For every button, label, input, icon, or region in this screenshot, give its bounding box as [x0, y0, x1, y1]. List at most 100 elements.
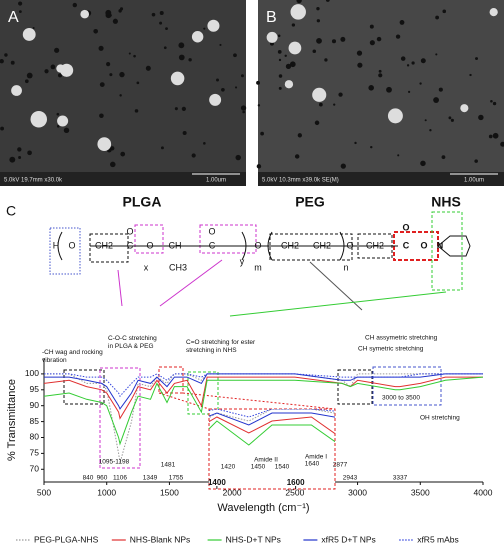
pore — [450, 118, 454, 122]
pore — [492, 101, 497, 106]
annotation: 1755 — [169, 475, 184, 482]
pore — [278, 74, 283, 78]
annotation: 1640 — [305, 461, 320, 468]
atom: CH2 — [313, 240, 331, 250]
pore — [0, 126, 4, 131]
y-tick-label: 70 — [30, 464, 40, 474]
pore — [182, 131, 187, 136]
pore — [17, 147, 22, 152]
pore — [284, 54, 287, 57]
pore — [50, 64, 56, 70]
pore — [151, 12, 156, 17]
sem-scale: 1.00um — [206, 178, 226, 184]
pore — [54, 47, 60, 53]
annotation: 3000 to 3500 — [382, 395, 420, 402]
x-tick-label: 4000 — [474, 487, 493, 497]
inset-line — [209, 420, 335, 446]
atom: CH2 — [366, 240, 384, 250]
pore — [93, 28, 99, 34]
pore — [500, 141, 504, 147]
atom: O — [208, 226, 215, 236]
legend-label: NHS-Blank NPs — [130, 534, 190, 544]
annotation: 840 — [83, 475, 94, 482]
pore — [441, 155, 446, 160]
nanoparticle — [97, 137, 112, 151]
annotation: 2877 — [333, 462, 348, 469]
annotation: 2943 — [343, 475, 358, 482]
pore — [105, 9, 112, 16]
nanoparticle — [460, 104, 469, 113]
annotation: 3337 — [393, 475, 408, 482]
y-tick-label: 75 — [30, 448, 40, 458]
pore — [119, 94, 122, 97]
pore — [357, 62, 363, 68]
pore — [469, 73, 472, 77]
pore — [112, 18, 118, 24]
pore — [289, 61, 296, 68]
pore — [257, 104, 261, 107]
nanoparticle — [290, 4, 306, 20]
pore — [356, 50, 363, 56]
y-tick-label: 80 — [30, 432, 40, 442]
region-box — [99, 367, 141, 469]
legend-label: xfR5 mAbs — [417, 534, 459, 544]
series-line — [44, 373, 483, 410]
pore — [316, 37, 322, 44]
pore — [488, 134, 493, 139]
pore — [56, 125, 60, 128]
annotation: 1420 — [221, 464, 236, 471]
nanoparticle — [209, 93, 222, 106]
annotation: 1349 — [143, 475, 158, 482]
pore — [72, 2, 77, 8]
pore — [408, 90, 411, 93]
series-line — [43, 376, 484, 446]
pore — [18, 155, 22, 159]
structure-label: PEG — [295, 194, 325, 210]
sem-scale: 1.00um — [464, 178, 484, 184]
pore — [354, 141, 357, 145]
pore — [316, 6, 320, 11]
pore — [27, 150, 32, 156]
region-box — [63, 369, 105, 405]
pore — [278, 58, 282, 62]
pore — [109, 161, 116, 168]
atom: CH2 — [281, 240, 299, 250]
legend-label: PEG-PLGA-NHS — [34, 534, 99, 544]
pore — [19, 10, 22, 13]
annotation: CH symetric stretching — [358, 346, 424, 353]
pore — [256, 164, 262, 169]
pore — [56, 112, 60, 116]
pore — [240, 74, 244, 78]
y-tick-label: 90 — [30, 400, 40, 410]
pore — [163, 46, 167, 50]
structure-label: PLGA — [123, 194, 162, 210]
info-bar — [258, 172, 504, 186]
pore — [9, 156, 16, 163]
series-line — [44, 373, 483, 398]
pore — [325, 0, 330, 2]
pore — [145, 65, 151, 71]
inset-tick-label: 1600 — [287, 478, 305, 487]
nanoparticle — [170, 71, 185, 86]
pore — [234, 86, 238, 89]
pore — [178, 42, 185, 49]
pore — [233, 53, 237, 58]
pore — [203, 27, 206, 30]
x-tick-label: 2000 — [223, 487, 242, 497]
nanoparticle — [56, 64, 65, 73]
atom: O — [346, 240, 353, 250]
region-box — [337, 369, 373, 405]
pore — [216, 78, 219, 82]
structure-label: NHS — [431, 194, 461, 210]
atom: O — [126, 226, 133, 236]
zoom-line — [182, 392, 336, 410]
pore — [318, 102, 323, 107]
pore — [181, 106, 186, 111]
x-tick-label: 3000 — [348, 487, 367, 497]
pore — [312, 49, 317, 54]
pore — [386, 86, 392, 93]
zoom-line — [158, 392, 210, 410]
pore — [411, 61, 415, 65]
pore — [159, 11, 164, 16]
sem-image-b — [258, 0, 504, 186]
